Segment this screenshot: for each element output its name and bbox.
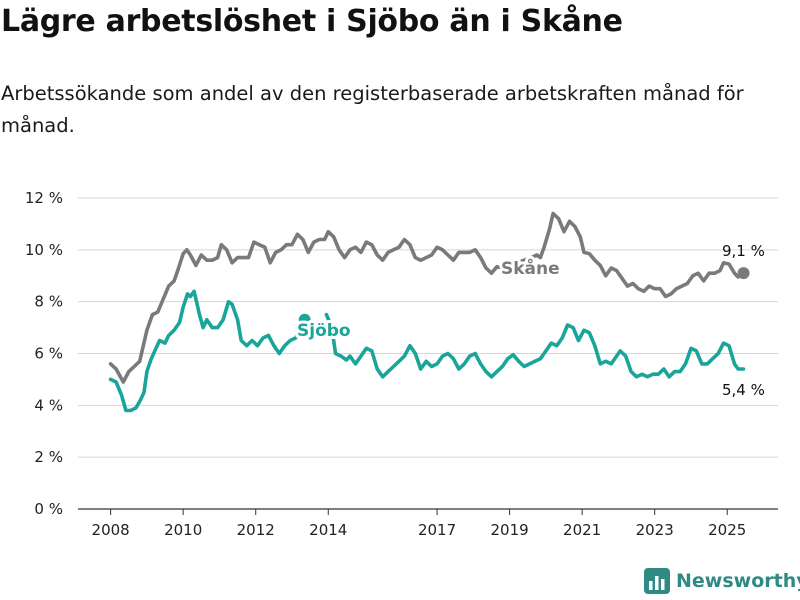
grid-lines bbox=[78, 197, 778, 458]
chart-title: Lägre arbetslöshet i Sjöbo än i Skåne bbox=[1, 4, 623, 39]
bar-chart-logo-icon bbox=[644, 568, 670, 594]
x-tick-label: 2014 bbox=[309, 521, 347, 539]
annotations: Skåne Sjöbo 9,1 % 5,4 % bbox=[294, 242, 765, 399]
series-line-sjobo bbox=[108, 289, 307, 413]
x-tick-label: 2010 bbox=[164, 521, 202, 539]
y-tick-label: 8 % bbox=[34, 293, 63, 311]
y-tick-label: 10 % bbox=[25, 241, 63, 259]
x-tick-label: 2012 bbox=[237, 521, 275, 539]
x-tick-label: 2008 bbox=[92, 521, 130, 539]
y-tick-label: 12 % bbox=[25, 189, 63, 207]
x-tick-label: 2023 bbox=[636, 521, 674, 539]
x-tick-label: 2025 bbox=[708, 521, 746, 539]
series-lines bbox=[108, 211, 750, 413]
end-label-skane: 9,1 % bbox=[722, 242, 765, 260]
axes: 0 % 2 % 4 % 6 % 8 % 10 % 12 % 2008 2010 2012 2014 2… bbox=[25, 189, 778, 539]
y-tick-label: 0 % bbox=[34, 500, 63, 518]
y-tick-label: 6 % bbox=[34, 345, 63, 363]
series-line-skane bbox=[108, 211, 746, 384]
brand-name: Newsworthy bbox=[676, 570, 800, 592]
chart-subtitle: Arbetssökande som andel av den registerb… bbox=[1, 82, 744, 137]
end-point-skane bbox=[737, 267, 750, 280]
x-tick-label: 2019 bbox=[491, 521, 529, 539]
series-label-skane: Skåne bbox=[501, 257, 560, 279]
y-tick-label: 4 % bbox=[34, 396, 63, 414]
series-line-sjobo2 bbox=[324, 312, 746, 379]
end-point-sjobo bbox=[298, 313, 311, 326]
x-tick-label: 2017 bbox=[418, 521, 456, 539]
y-tick-label: 2 % bbox=[34, 448, 63, 466]
newsworthy-logo: Newsworthy bbox=[644, 568, 800, 594]
end-label-sjobo: 5,4 % bbox=[722, 381, 765, 399]
x-tick-label: 2021 bbox=[563, 521, 601, 539]
series-label-sjobo: Sjöbo bbox=[297, 321, 351, 341]
